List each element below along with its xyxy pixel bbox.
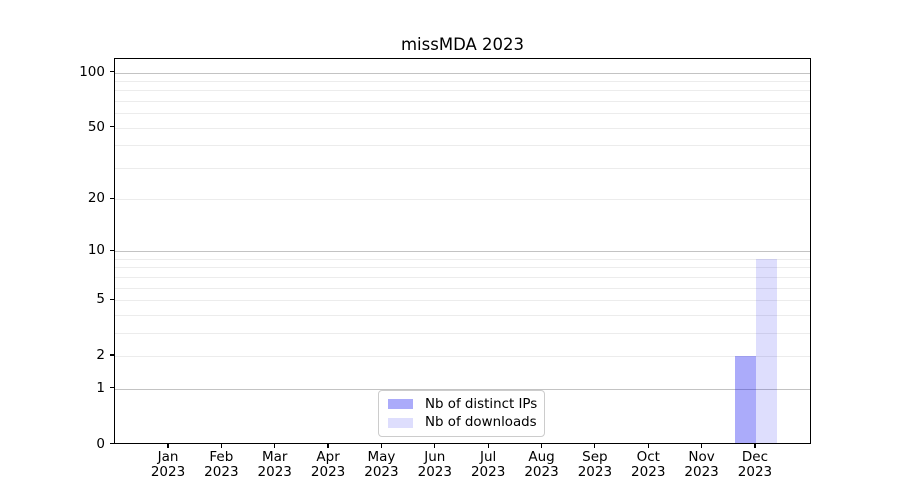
x-tick-year: 2023	[684, 464, 719, 480]
x-tick-label-oct: Oct 2023	[616, 448, 680, 481]
y-tick-label-10: 10	[87, 242, 105, 259]
x-tick-mark-feb	[220, 443, 222, 448]
legend-label-distinct-ips: Nb of distinct IPs	[425, 396, 538, 412]
x-tick-month: Oct	[636, 448, 660, 465]
x-tick-year: 2023	[150, 464, 186, 480]
x-tick-month: Feb	[209, 448, 234, 465]
bar-dec-series1	[755, 259, 777, 443]
legend-item-downloads: Nb of downloads	[388, 415, 537, 431]
x-tick-mark-may	[380, 443, 383, 448]
y-tick-label-20: 20	[87, 190, 105, 207]
gridline-major-1	[115, 388, 810, 390]
gridline-minor-3	[115, 332, 810, 334]
x-tick-label-mar: Mar 2023	[243, 448, 307, 481]
x-tick-month: Mar	[261, 448, 288, 465]
y-tick-mark-0	[110, 442, 114, 445]
x-tick-label-feb: Feb 2023	[189, 448, 253, 481]
y-tick-mark-100	[110, 71, 114, 73]
x-tick-year: 2023	[524, 464, 559, 480]
x-tick-label-jan: Jan 2023	[136, 448, 200, 481]
y-tick-label-50: 50	[87, 118, 105, 135]
x-tick-mark-apr	[327, 443, 329, 448]
x-tick-month: Jan	[157, 448, 179, 465]
x-tick-month: Nov	[688, 448, 715, 465]
legend-item-distinct-ips: Nb of distinct IPs	[388, 396, 538, 412]
y-tick-mark-50	[110, 126, 114, 128]
x-tick-year: 2023	[631, 464, 666, 480]
x-tick-year: 2023	[364, 464, 399, 480]
x-tick-mark-dec	[754, 443, 756, 448]
x-tick-label-aug: Aug 2023	[510, 448, 574, 481]
gridline-minor-40	[115, 145, 810, 147]
gridline-minor-50	[115, 127, 810, 129]
legend: Nb of distinct IPs Nb of downloads	[378, 390, 545, 437]
y-tick-mark-5	[110, 298, 114, 300]
x-tick-mark-sep	[594, 443, 596, 448]
x-tick-mark-jan	[167, 443, 169, 448]
legend-label-downloads: Nb of downloads	[425, 415, 537, 431]
legend-swatch-downloads	[388, 417, 413, 428]
x-tick-label-apr: Apr 2023	[296, 448, 360, 481]
y-tick-mark-2	[110, 354, 114, 356]
gridline-minor-80	[115, 90, 810, 92]
x-tick-year: 2023	[737, 464, 773, 480]
gridline-minor-30	[115, 167, 810, 169]
x-tick-month: Jul	[480, 448, 497, 465]
x-tick-label-may: May 2023	[349, 448, 413, 481]
x-tick-year: 2023	[470, 464, 506, 480]
y-tick-label-100: 100	[79, 63, 105, 80]
gridline-minor-5	[115, 300, 810, 302]
x-tick-label-jul: Jul 2023	[456, 448, 520, 481]
x-tick-month: Sep	[582, 448, 608, 465]
gridline-minor-70	[115, 101, 810, 103]
x-tick-year: 2023	[577, 464, 613, 480]
x-tick-month: Apr	[316, 448, 340, 465]
gridline-major-10	[115, 251, 810, 253]
y-tick-label-5: 5	[96, 291, 105, 308]
x-tick-mark-jun	[434, 443, 436, 448]
x-tick-year: 2023	[417, 464, 452, 480]
x-tick-mark-aug	[540, 443, 543, 448]
y-tick-mark-10	[110, 249, 114, 251]
plot-area	[114, 58, 811, 444]
y-tick-mark-20	[110, 197, 114, 199]
x-tick-mark-mar	[274, 443, 276, 448]
gridline-minor-9	[115, 259, 810, 260]
gridline-minor-2	[115, 355, 810, 357]
y-tick-label-2: 2	[96, 346, 105, 363]
x-tick-year: 2023	[310, 464, 346, 480]
gridline-minor-60	[115, 113, 810, 115]
x-tick-mark-oct	[647, 443, 649, 448]
y-tick-mark-1	[110, 387, 114, 389]
legend-swatch-distinct-ips	[388, 399, 413, 410]
gridline-minor-7	[115, 276, 810, 278]
x-tick-year: 2023	[204, 464, 239, 480]
x-tick-month: Aug	[528, 448, 555, 465]
x-tick-mark-jul	[487, 443, 489, 448]
chart-title: missMDA 2023	[400, 35, 525, 54]
y-tick-label-0: 0	[96, 435, 105, 452]
x-tick-label-jun: Jun 2023	[403, 448, 467, 481]
x-tick-month: Dec	[741, 448, 769, 465]
gridline-minor-90	[115, 81, 810, 83]
gridline-minor-20	[115, 199, 810, 201]
x-tick-month: May	[367, 448, 396, 465]
x-tick-label-nov: Nov 2023	[670, 448, 734, 481]
x-tick-month: Jun	[424, 448, 446, 465]
x-tick-mark-nov	[701, 443, 703, 448]
bar-dec-series0	[734, 355, 756, 443]
gridline-major-100	[115, 72, 810, 74]
gridline-minor-4	[115, 314, 810, 316]
y-tick-label-1: 1	[96, 379, 105, 396]
gridline-minor-8	[115, 267, 810, 269]
gridline-minor-6	[115, 287, 810, 289]
x-tick-label-dec: Dec 2023	[723, 448, 787, 481]
x-tick-year: 2023	[257, 464, 292, 480]
x-tick-label-sep: Sep 2023	[563, 448, 627, 481]
